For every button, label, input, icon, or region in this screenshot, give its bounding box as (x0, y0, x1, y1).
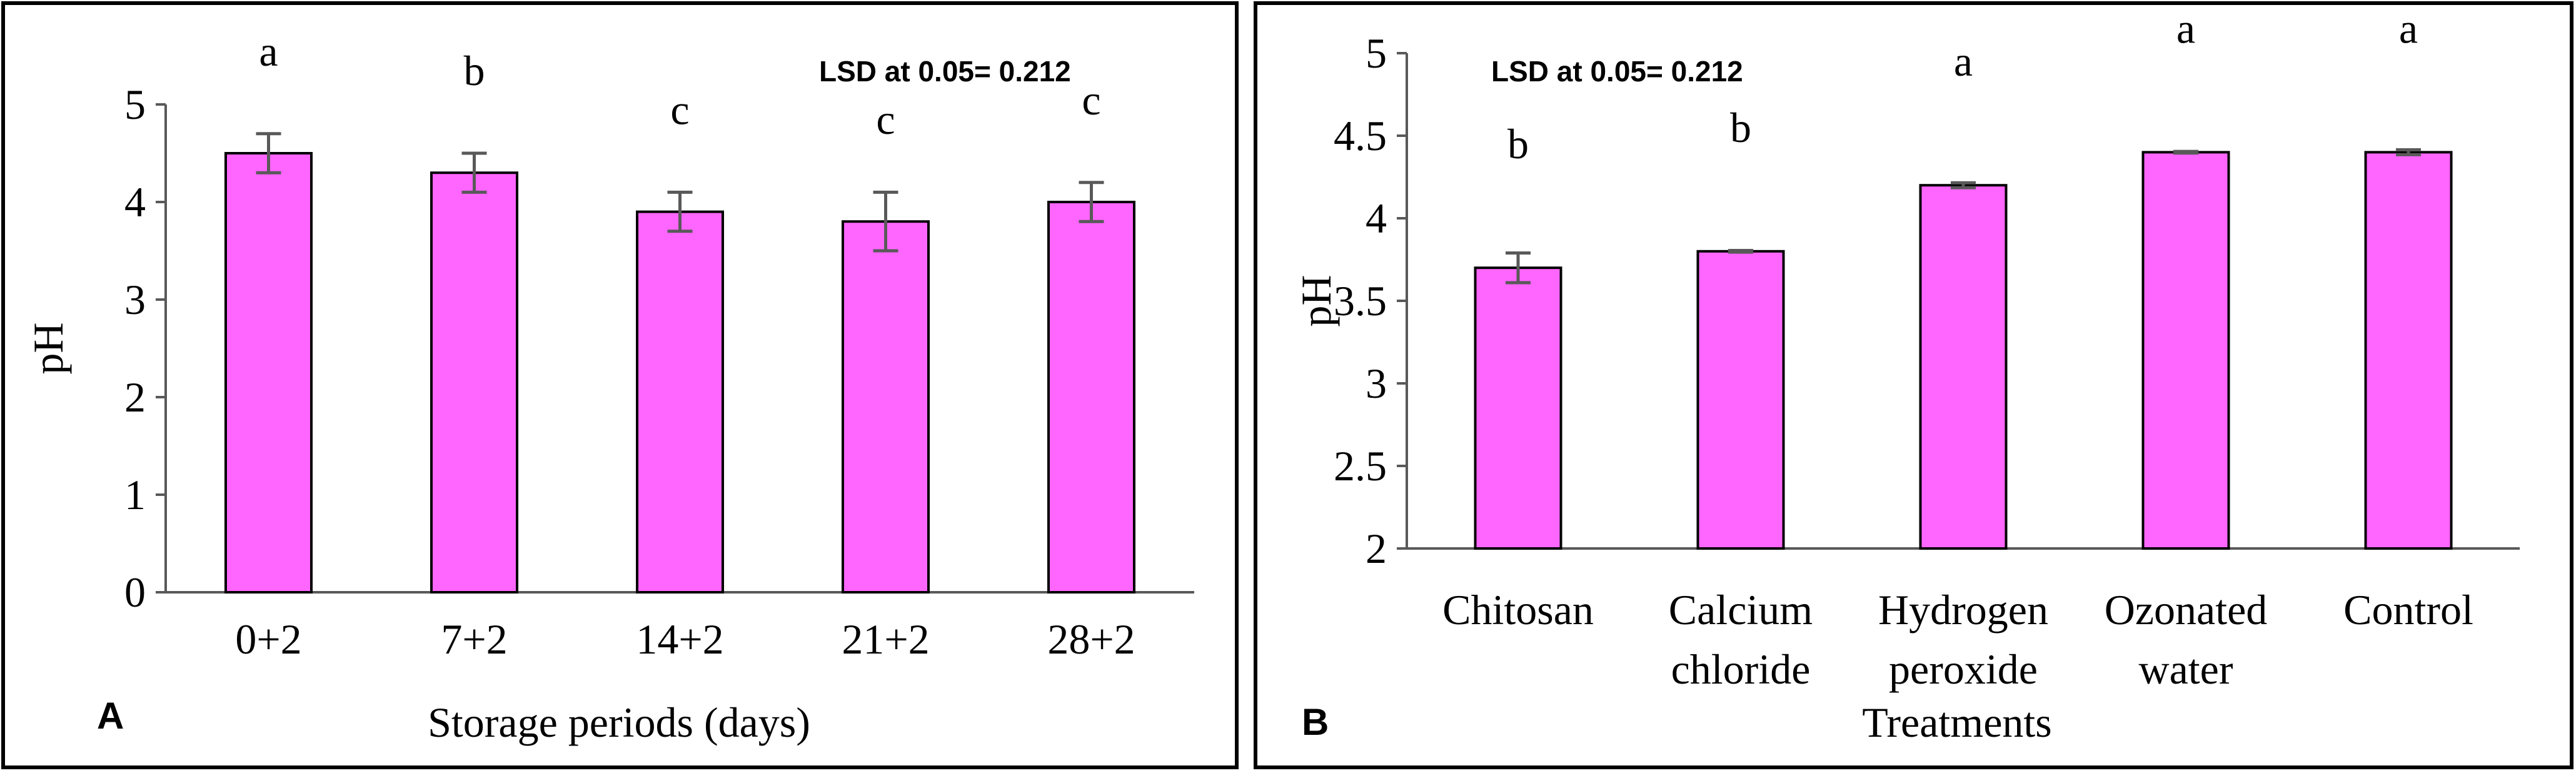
significance-letter: b (1507, 120, 1529, 168)
x-tick-label: 7+2 (441, 615, 507, 663)
y-tick-label: 2 (124, 373, 146, 421)
bar (430, 171, 518, 594)
significance-letter: c (876, 96, 895, 143)
y-tick-label: 5 (124, 81, 146, 128)
significance-letter: b (1730, 104, 1751, 151)
x-tick-label: 14+2 (636, 615, 723, 663)
x-axis-title: Storage periods (days) (428, 699, 810, 746)
panel-b: 2 2.5 3 3.5 4 4.5 5 b Chitosan b Calcium chloride a H… (1254, 1, 2573, 769)
panel-frame (1254, 1, 2573, 769)
y-tick-label: 5 (1366, 29, 1387, 77)
bar (2364, 151, 2453, 550)
y-tick-label: 4 (124, 178, 146, 226)
significance-letter: c (1082, 76, 1100, 124)
x-axis-title: Treatments (1862, 699, 2051, 746)
significance-letter: a (259, 28, 278, 75)
x-tick-label: 0+2 (235, 615, 301, 663)
lsd-annotation: LSD at 0.05= 0.212 (819, 55, 1071, 88)
significance-letter: a (2399, 4, 2418, 52)
bar (2141, 151, 2230, 550)
y-axis-title: pH (1292, 275, 1340, 326)
y-tick-label: 3.5 (1334, 277, 1387, 325)
x-tick-label: Ozonated (2105, 586, 2268, 634)
x-tick-label: peroxide (1889, 645, 2038, 693)
y-tick-label: 2.5 (1334, 442, 1387, 490)
x-tick-label: Calcium (1669, 586, 1813, 634)
panel-label: A (97, 695, 124, 737)
y-tick-label: 1 (124, 471, 146, 518)
lsd-annotation: LSD at 0.05= 0.212 (1491, 55, 1743, 88)
y-tick-label: 3 (124, 276, 146, 323)
x-tick-label: water (2138, 645, 2233, 693)
panel-label: B (1302, 701, 1329, 743)
y-tick-label: 0 (124, 568, 146, 616)
panel-a: 0 1 2 3 4 5 a 0+2 b 7+2 c 14+2 c 21+2 c 28+2 Storage per… (1, 1, 1239, 769)
y-tick-label: 2 (1366, 525, 1387, 572)
x-tick-label: chloride (1671, 645, 1811, 693)
x-tick-label: 28+2 (1047, 615, 1135, 663)
y-tick-label: 4 (1366, 195, 1387, 242)
significance-letter: a (2176, 4, 2195, 52)
panel-frame (1, 1, 1239, 769)
y-axis-title: pH (24, 322, 72, 374)
significance-letter: a (1954, 38, 1973, 85)
bar (224, 152, 313, 594)
bar (1047, 201, 1135, 594)
x-tick-label: Chitosan (1442, 586, 1594, 634)
y-tick-label: 4.5 (1334, 112, 1387, 159)
x-tick-label: Hydrogen (1878, 586, 2048, 634)
x-tick-label: Control (2343, 586, 2473, 634)
bar (636, 210, 724, 594)
y-tick-label: 3 (1366, 360, 1387, 407)
x-tick-label: 21+2 (842, 615, 929, 663)
significance-letter: c (670, 86, 689, 134)
bar (1474, 266, 1562, 550)
bar (842, 220, 930, 594)
bar (1696, 250, 1785, 550)
bar (1919, 184, 2008, 550)
significance-letter: b (464, 47, 485, 94)
